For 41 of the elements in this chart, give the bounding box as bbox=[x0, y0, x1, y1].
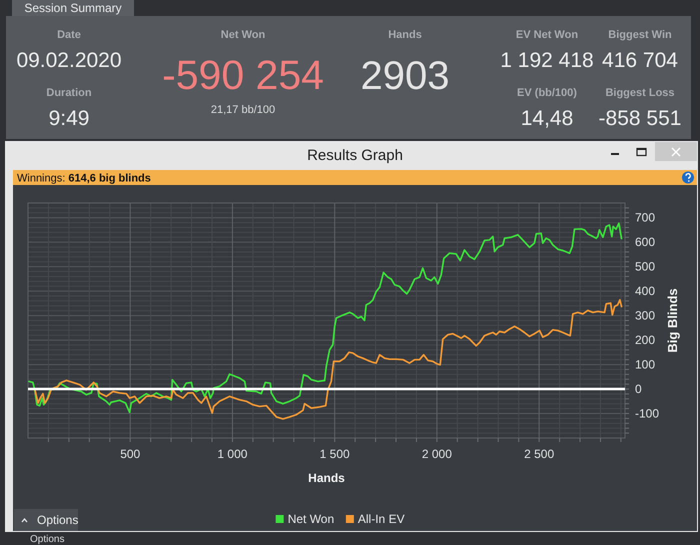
y-tick-label: 300 bbox=[635, 308, 656, 323]
y-tick-label: 700 bbox=[635, 210, 656, 225]
text: Options bbox=[30, 534, 64, 545]
legend-label: All-In EV bbox=[358, 512, 405, 526]
x-axis-title: Hands bbox=[308, 471, 346, 485]
text: Winnings: 614,6 big blinds bbox=[17, 172, 151, 184]
y-tick-label: 200 bbox=[635, 333, 656, 348]
text: EV Net Won bbox=[516, 29, 578, 41]
text: 1 192 418 bbox=[500, 49, 594, 72]
x-tick-label: 2 500 bbox=[524, 447, 554, 461]
text: Session Summary bbox=[24, 1, 122, 15]
text: Options bbox=[37, 513, 78, 527]
text: 09.02.2020 bbox=[16, 49, 122, 72]
y-tick-label: -100 bbox=[635, 406, 660, 421]
text: Duration bbox=[46, 87, 92, 99]
legend-label: Net Won bbox=[288, 512, 334, 526]
text: 9:49 bbox=[48, 107, 90, 130]
text: 21,17 bb/100 bbox=[210, 104, 276, 116]
text: Biggest Win bbox=[608, 29, 672, 41]
y-tick-label: 600 bbox=[635, 235, 656, 250]
y-tick-label: 400 bbox=[635, 284, 656, 298]
y-tick-label: 100 bbox=[635, 358, 656, 372]
x-tick-label: 1 000 bbox=[217, 447, 248, 461]
text: EV (bb/100) bbox=[517, 87, 578, 99]
text: 2903 bbox=[360, 54, 450, 98]
text: 14,48 bbox=[520, 107, 574, 130]
text: -590 254 bbox=[162, 52, 324, 98]
text: Biggest Loss bbox=[605, 87, 675, 99]
text: Net Won bbox=[220, 29, 266, 41]
x-tick-label: 500 bbox=[120, 447, 141, 461]
x-tick-label: 1 500 bbox=[320, 447, 350, 461]
text: -858 551 bbox=[598, 107, 682, 130]
text: Hands bbox=[388, 29, 422, 41]
y-tick-label: 0 bbox=[635, 382, 642, 396]
x-tick-label: 2 000 bbox=[422, 447, 452, 461]
line-series bbox=[28, 222, 622, 414]
y-axis-title: Big Blinds bbox=[665, 288, 680, 353]
text: 416 704 bbox=[602, 49, 678, 72]
chart-title: Results Graph bbox=[307, 147, 403, 164]
text: Date bbox=[57, 29, 81, 41]
y-tick-label: 500 bbox=[635, 260, 656, 274]
